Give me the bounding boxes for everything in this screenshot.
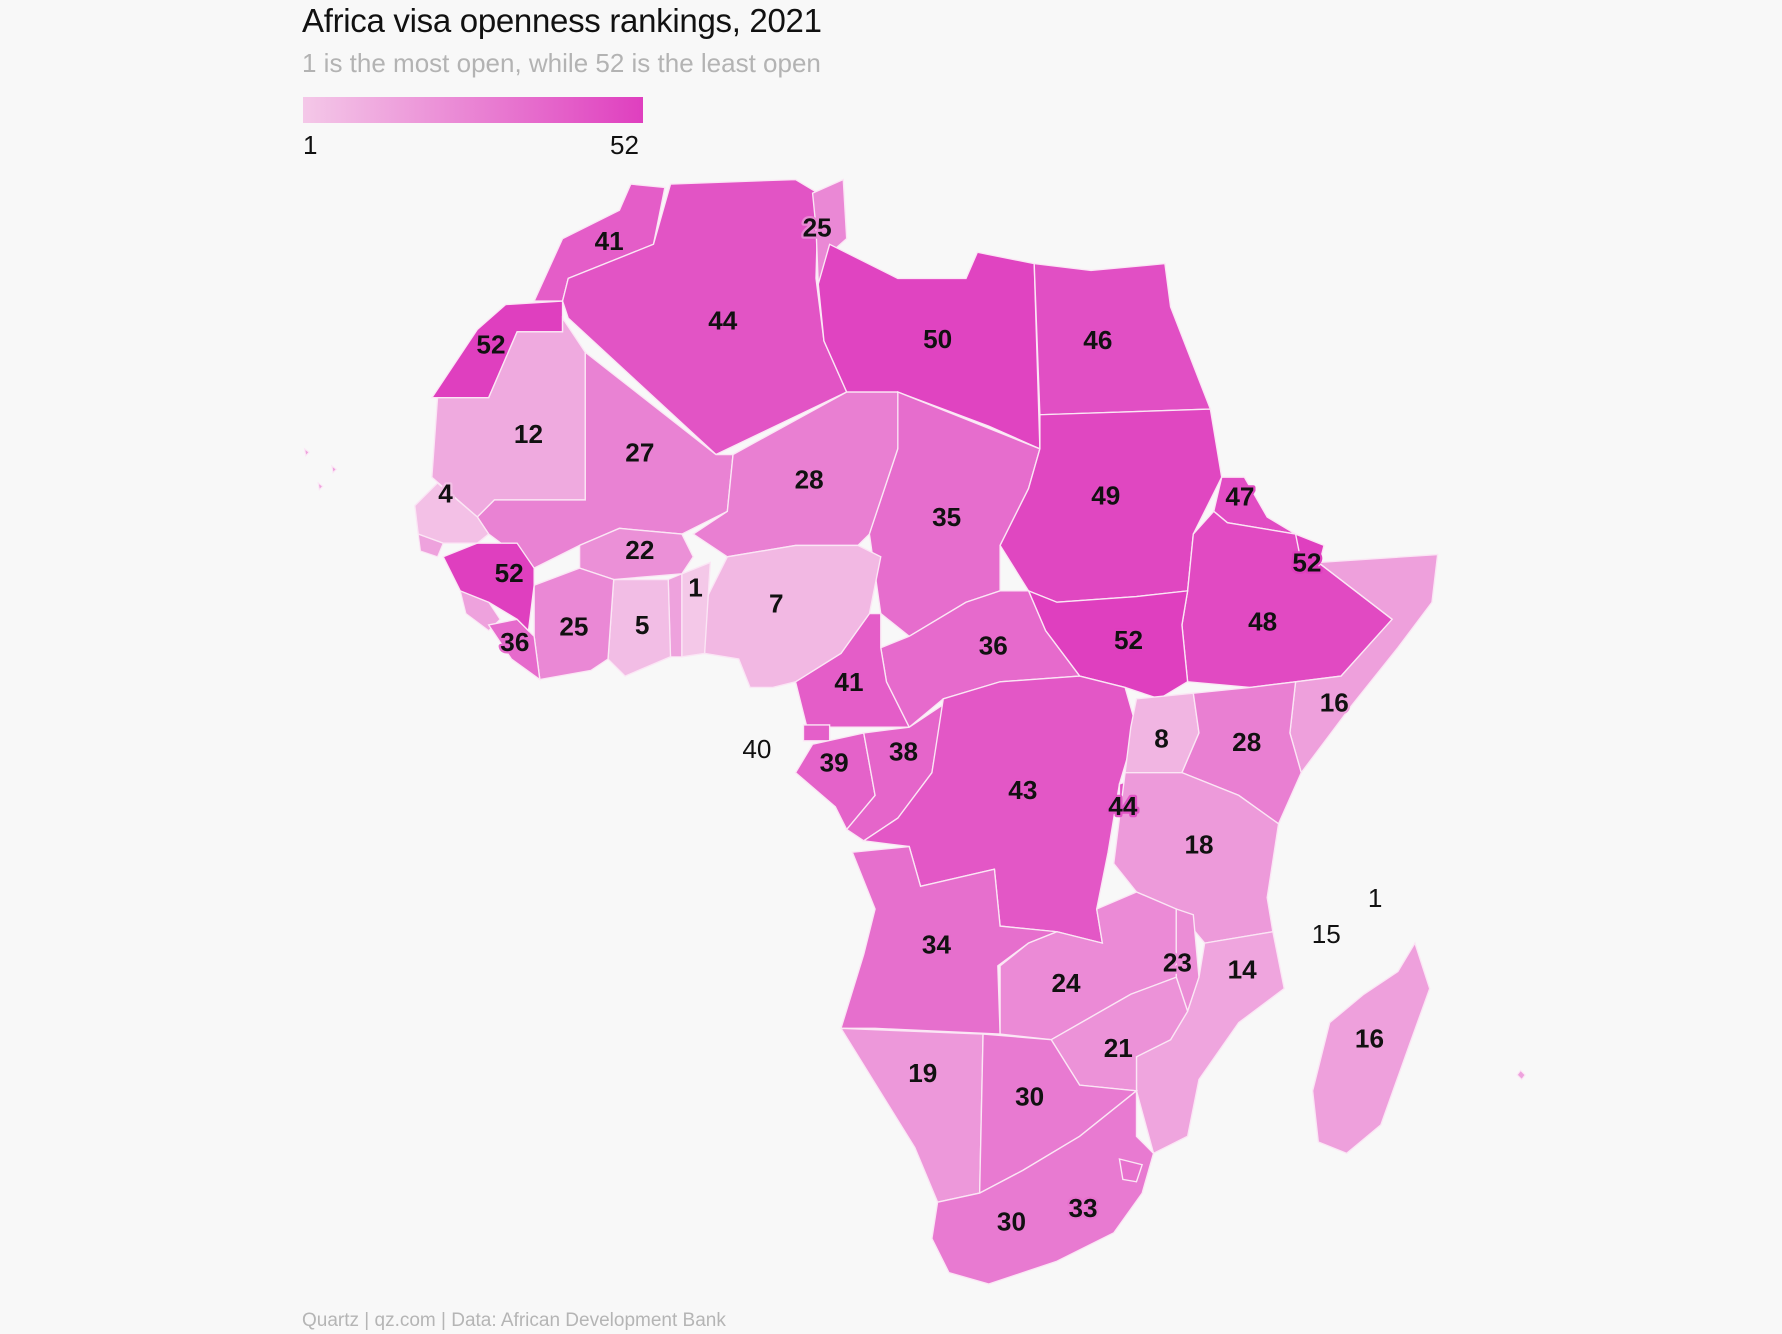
country-region <box>1033 262 1212 416</box>
rank-label: 52 <box>1292 548 1321 578</box>
rank-label: 44 <box>1108 791 1138 821</box>
legend-max-label: 52 <box>610 130 639 160</box>
rank-label: 14 <box>1228 954 1258 984</box>
rank-label: 5 <box>635 610 650 640</box>
rank-label: 30 <box>1015 1082 1044 1112</box>
rank-label: 12 <box>514 419 543 449</box>
source-credit: Quartz | qz.com | Data: African Developm… <box>302 1310 726 1331</box>
country-region <box>681 561 712 658</box>
rank-label: 15 <box>1312 919 1341 949</box>
rank-label: 36 <box>979 631 1008 661</box>
rank-label: 52 <box>495 558 524 588</box>
rank-label: 4 <box>438 478 453 508</box>
rank-label: 33 <box>1069 1193 1098 1223</box>
rank-label: 28 <box>1232 727 1261 757</box>
rank-label: 50 <box>923 324 952 354</box>
country-region <box>692 391 910 558</box>
country-region <box>303 447 310 457</box>
country-region <box>1181 680 1302 825</box>
rank-label: 52 <box>476 329 505 359</box>
rank-label: 35 <box>932 502 961 532</box>
rank-label: 39 <box>820 748 849 778</box>
rank-label: 48 <box>1248 607 1277 637</box>
rank-label: 49 <box>1091 481 1120 511</box>
rank-label: 28 <box>795 465 824 495</box>
map-title: Africa visa openness rankings, 2021 <box>302 2 822 39</box>
country-region <box>802 724 831 742</box>
rank-label: 21 <box>1104 1033 1133 1063</box>
country-region <box>931 1089 1155 1285</box>
country-region <box>839 1027 984 1203</box>
rank-label: 41 <box>834 667 863 697</box>
country-region <box>487 618 541 681</box>
rank-label: 36 <box>500 627 529 657</box>
country-region <box>1311 941 1431 1155</box>
rank-label: 22 <box>625 535 654 565</box>
map-subtitle: 1 is the most open, while 52 is the leas… <box>302 48 821 78</box>
country-region <box>414 481 490 544</box>
rank-label: 23 <box>1163 948 1192 978</box>
legend-min-label: 1 <box>303 130 318 160</box>
rank-label: 52 <box>1114 625 1143 655</box>
rank-label: 7 <box>769 589 784 619</box>
country-region <box>703 544 882 689</box>
rank-label: 1 <box>1368 883 1383 913</box>
rank-label: 16 <box>1320 687 1349 717</box>
rank-label: 43 <box>1008 775 1037 805</box>
country-region <box>331 464 338 474</box>
rank-label: 47 <box>1225 482 1254 512</box>
rank-label: 41 <box>595 226 624 256</box>
rank-label: 34 <box>922 929 952 959</box>
rank-label: 30 <box>997 1207 1026 1237</box>
rank-label: 24 <box>1051 968 1081 998</box>
country-region <box>442 542 535 633</box>
country-region <box>561 178 848 456</box>
rank-label: 44 <box>708 306 738 336</box>
country-region <box>1118 1158 1144 1183</box>
color-scale-legend <box>303 97 643 123</box>
rank-label: 8 <box>1154 724 1169 754</box>
rank-label: 46 <box>1083 325 1112 355</box>
rank-label: 19 <box>908 1058 937 1088</box>
country-region <box>317 481 324 491</box>
rank-label: 27 <box>625 437 654 467</box>
rank-label: 1 <box>688 573 703 603</box>
rank-label: 25 <box>803 212 832 242</box>
country-region <box>1294 532 1325 570</box>
country-region <box>1516 1069 1526 1081</box>
rank-label: 16 <box>1355 1024 1384 1054</box>
rank-label: 40 <box>742 734 771 764</box>
rank-label: 18 <box>1184 829 1213 859</box>
country-region <box>840 845 1058 1035</box>
rank-label: 38 <box>889 736 918 766</box>
rank-label: 25 <box>559 611 588 641</box>
